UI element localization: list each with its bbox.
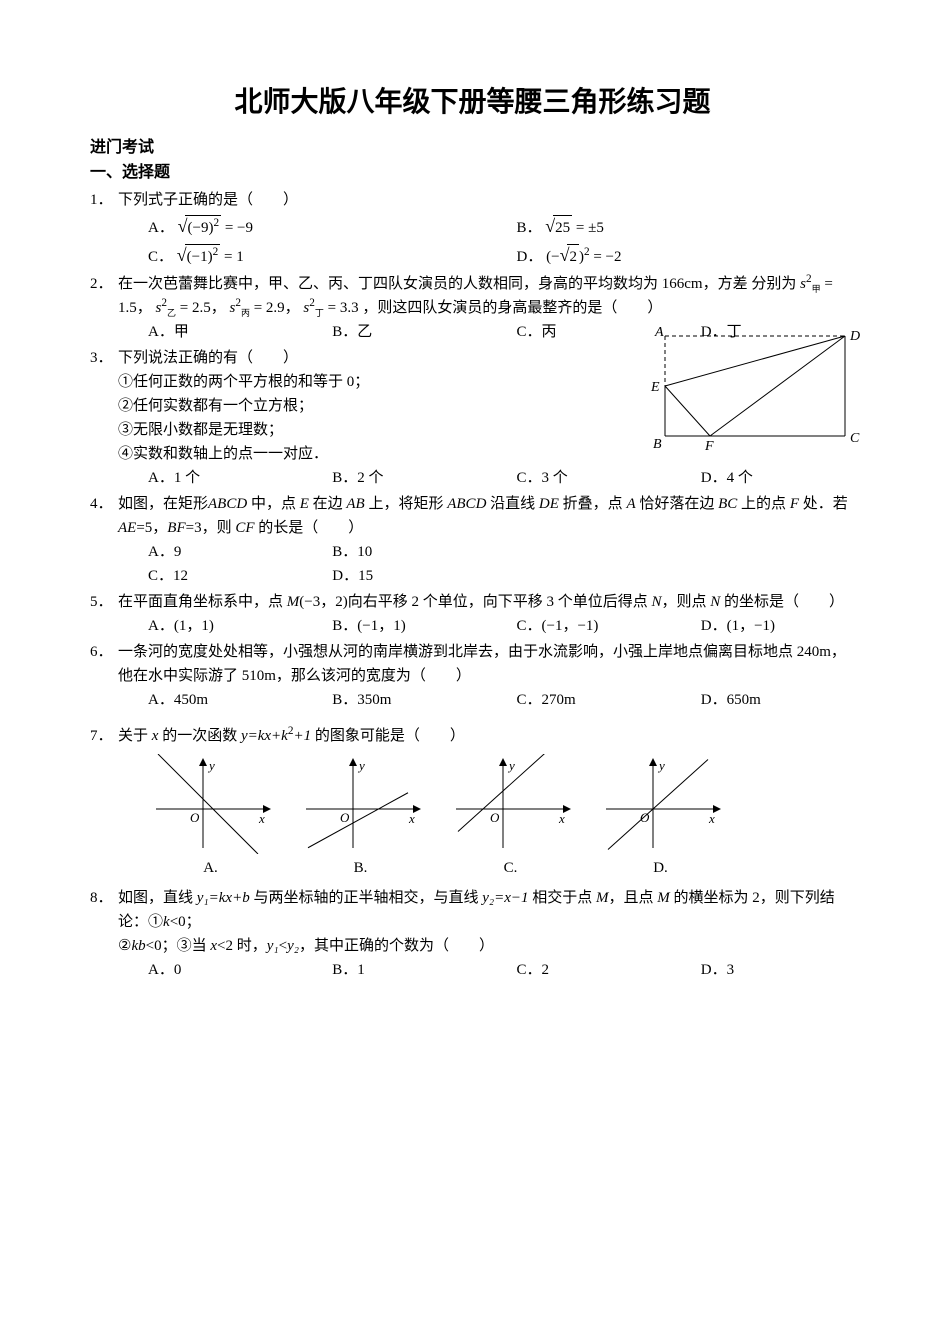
option-b: B．(−1，1) <box>302 614 486 638</box>
svg-text:O: O <box>190 810 200 825</box>
question-1: 1． 下列式子正确的是（ ） A． √(−9)2 = −9 B． √25 = ±… <box>90 188 855 270</box>
svg-text:y: y <box>507 758 515 773</box>
question-5: 5． 在平面直角坐标系中，点 M(−3，2)向右平移 2 个单位，向下平移 3 … <box>90 590 855 638</box>
question-number: 8． <box>90 886 118 910</box>
graph-a: yxO A. <box>148 754 273 880</box>
option-a: A．甲 <box>118 320 302 344</box>
question-4: 4． 如图，在矩形ABCD 中，点 E 在边 AB 上，将矩形 ABCD 沿直线… <box>90 492 855 588</box>
option-a: A．9 <box>118 540 302 564</box>
question-number: 4． <box>90 492 118 516</box>
question-stem: 如图，直线 y₁=kx+b 与两坐标轴的正半轴相交，与直线 y₂=x−1 相交于… <box>118 886 855 934</box>
option-c: C．丙 <box>487 320 671 344</box>
question-number: 1． <box>90 188 118 212</box>
graph-d: yxO D. <box>598 754 723 880</box>
question-stem: 关于 x 的一次函数 y=kx+k2+1 的图象可能是（ ） <box>118 724 855 748</box>
svg-text:y: y <box>207 758 215 773</box>
option-d: D．15 <box>302 564 486 588</box>
option-d: D．3 <box>671 958 855 982</box>
question-6: 6． 一条河的宽度处处相等，小强想从河的南岸横游到北岸去，由于水流影响，小强上岸… <box>90 640 855 712</box>
line-graph-d-icon: y x O <box>598 754 723 854</box>
question-stem: 在一次芭蕾舞比赛中，甲、乙、丙、丁四队女演员的人数相同，身高的平均数均为 166… <box>118 272 855 320</box>
option-a: A． √(−9)2 = −9 <box>118 212 487 241</box>
svg-text:x: x <box>558 811 565 826</box>
option-c: C．12 <box>118 564 302 588</box>
page-title: 北师大版八年级下册等腰三角形练习题 <box>90 80 855 125</box>
option-b: B． √25 = ±5 <box>487 212 856 241</box>
option-c: C．270m <box>487 688 671 712</box>
option-d: D．650m <box>671 688 855 712</box>
question-number: 3． <box>90 346 118 370</box>
svg-text:C: C <box>850 431 860 446</box>
svg-text:x: x <box>408 811 415 826</box>
svg-text:x: x <box>708 811 715 826</box>
option-d: D．4 个 <box>671 466 855 490</box>
question-stem-line2: ②kb<0；③当 x<2 时，y₁<y₂，其中正确的个数为（ ） <box>118 934 855 958</box>
question-7: 7． 关于 x 的一次函数 y=kx+k2+1 的图象可能是（ ） yxO A.… <box>90 724 855 884</box>
question-number: 6． <box>90 640 118 664</box>
option-c: C． √(−1)2 = 1 <box>118 241 487 270</box>
question-number: 2． <box>90 272 118 296</box>
option-d: D．(1，−1) <box>671 614 855 638</box>
option-b: B．2 个 <box>302 466 486 490</box>
rectangle-fold-figure: A D E B F C <box>645 326 865 456</box>
line-graph-a-icon: y x O <box>148 754 273 854</box>
svg-text:y: y <box>657 758 665 773</box>
question-stem: 一条河的宽度处处相等，小强想从河的南岸横游到北岸去，由于水流影响，小强上岸地点偏… <box>118 640 855 688</box>
question-stem: 下列式子正确的是（ ） <box>118 188 855 212</box>
option-c: C．2 <box>487 958 671 982</box>
option-b: B．350m <box>302 688 486 712</box>
graph-b: yxO B. <box>298 754 423 880</box>
option-a: A．0 <box>118 958 302 982</box>
svg-text:O: O <box>340 810 350 825</box>
option-b: B．1 <box>302 958 486 982</box>
line-graph-b-icon: y x O <box>298 754 423 854</box>
question-8: 8． 如图，直线 y₁=kx+b 与两坐标轴的正半轴相交，与直线 y₂=x−1 … <box>90 886 855 982</box>
svg-text:E: E <box>650 380 660 395</box>
svg-text:B: B <box>653 437 662 452</box>
svg-text:x: x <box>258 811 265 826</box>
option-a: A．1 个 <box>118 466 302 490</box>
graph-c: yxO C. <box>448 754 573 880</box>
line-graph-c-icon: y x O <box>448 754 573 854</box>
option-b: B．10 <box>302 540 486 564</box>
question-number: 7． <box>90 724 118 748</box>
svg-text:y: y <box>357 758 365 773</box>
svg-text:D: D <box>849 329 860 344</box>
option-d: D． (−√2)2 = −2 <box>487 241 856 270</box>
svg-text:F: F <box>704 439 714 454</box>
option-a: A．450m <box>118 688 302 712</box>
section-1-heading: 一、选择题 <box>90 160 855 186</box>
question-stem: 如图，在矩形ABCD 中，点 E 在边 AB 上，将矩形 ABCD 沿直线 DE… <box>118 492 855 540</box>
svg-text:O: O <box>640 810 650 825</box>
option-c: C．(−1，−1) <box>487 614 671 638</box>
question-number: 5． <box>90 590 118 614</box>
entrance-exam-heading: 进门考试 <box>90 135 855 161</box>
question-stem: 在平面直角坐标系中，点 M(−3，2)向右平移 2 个单位，向下平移 3 个单位… <box>118 590 855 614</box>
option-c: C．3 个 <box>487 466 671 490</box>
question-3: 3． A D E B F C 下列说法正确的有（ ） ①任何正数的两个平方根的和… <box>90 346 855 490</box>
option-a: A．(1，1) <box>118 614 302 638</box>
svg-text:A: A <box>654 326 664 340</box>
svg-text:O: O <box>490 810 500 825</box>
graph-options: yxO A. yxO B. yxO C. yxO D. <box>118 754 855 880</box>
option-b: B．乙 <box>302 320 486 344</box>
